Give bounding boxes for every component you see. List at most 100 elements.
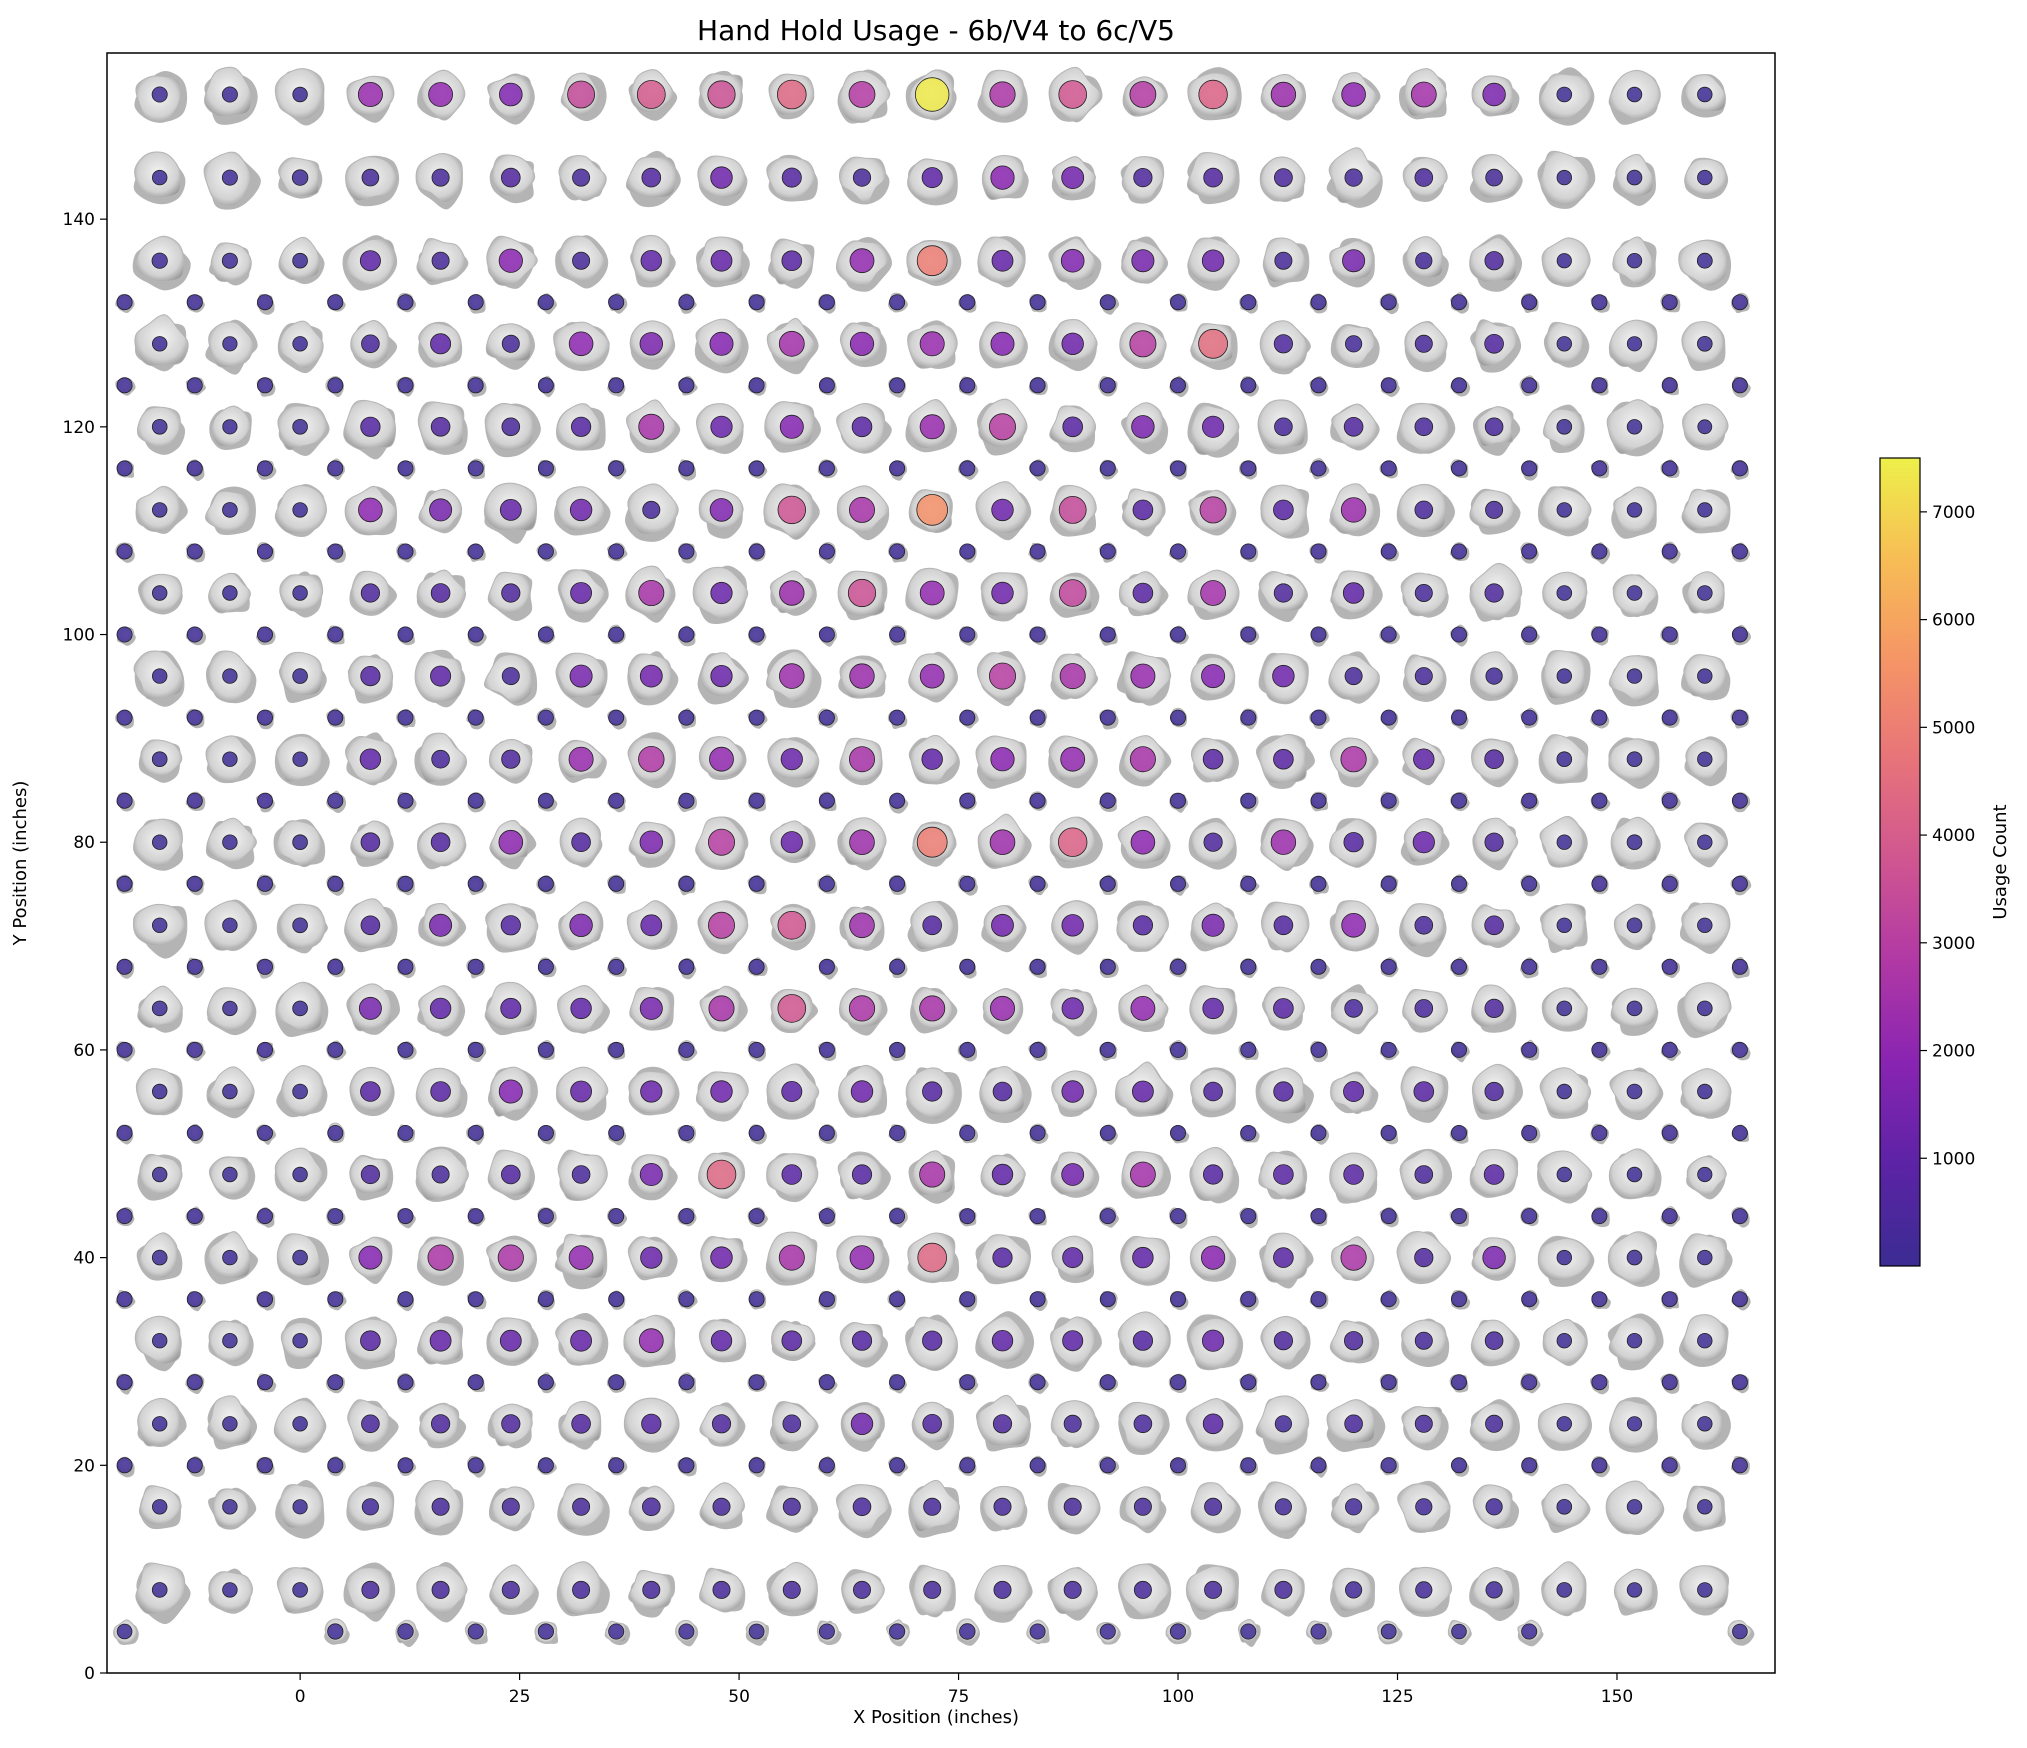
usage-point [1415, 252, 1433, 270]
usage-point [256, 1041, 273, 1058]
usage-point [501, 334, 520, 353]
usage-point [1521, 792, 1538, 809]
usage-point [359, 250, 381, 272]
usage-point [608, 1125, 625, 1142]
usage-point [1170, 792, 1187, 809]
usage-point [537, 709, 554, 726]
usage-point [608, 958, 625, 975]
usage-point [292, 668, 308, 684]
usage-point [1133, 1580, 1152, 1599]
usage-point [1697, 1582, 1713, 1598]
usage-point [959, 875, 976, 892]
usage-point [430, 1414, 451, 1434]
colorbar-tick-label: 5000 [1932, 718, 1975, 738]
usage-point [1240, 294, 1257, 311]
usage-point [1556, 834, 1573, 850]
usage-point [1521, 1291, 1538, 1308]
usage-point [397, 1291, 414, 1308]
usage-point [1341, 912, 1366, 938]
usage-point [1310, 1041, 1327, 1058]
usage-point [431, 251, 450, 270]
usage-point [1556, 1249, 1573, 1266]
usage-point [327, 1374, 344, 1391]
usage-point [1697, 1000, 1713, 1017]
usage-point [1240, 958, 1257, 975]
usage-point [1342, 249, 1366, 273]
usage-point [1661, 958, 1678, 975]
usage-point [1170, 1041, 1187, 1058]
usage-point [467, 460, 484, 477]
usage-point [222, 834, 238, 850]
usage-point [989, 413, 1017, 441]
usage-point [1521, 709, 1538, 726]
usage-point [1132, 915, 1154, 936]
usage-point [991, 913, 1014, 937]
usage-point [678, 958, 695, 975]
usage-point [1203, 1164, 1224, 1185]
usage-point [919, 995, 946, 1022]
usage-point [116, 377, 133, 394]
usage-point [1099, 958, 1116, 975]
usage-point [608, 1623, 625, 1640]
usage-point [499, 1329, 522, 1352]
usage-point [1451, 460, 1468, 477]
usage-point [1484, 333, 1504, 354]
usage-point [1731, 1125, 1748, 1142]
usage-point [222, 668, 238, 684]
usage-point [1062, 1330, 1084, 1352]
usage-point [151, 86, 168, 103]
usage-point [818, 1041, 835, 1058]
usage-point [292, 1083, 308, 1100]
usage-point [851, 1330, 873, 1351]
usage-point [849, 829, 875, 855]
usage-point [292, 585, 308, 601]
usage-point [710, 1246, 733, 1269]
usage-point [327, 1041, 344, 1058]
usage-point [292, 252, 308, 269]
usage-point [151, 917, 168, 934]
usage-point [608, 377, 625, 394]
usage-point [427, 1244, 454, 1271]
usage-point [608, 709, 625, 726]
usage-point [608, 792, 625, 809]
usage-point [222, 1582, 238, 1598]
usage-point [1661, 792, 1678, 809]
usage-point [748, 1208, 765, 1225]
y-tick-label: 120 [63, 418, 95, 438]
usage-point [990, 331, 1015, 356]
usage-point [1485, 1414, 1504, 1433]
usage-point [1484, 251, 1504, 271]
usage-point [1310, 294, 1327, 311]
usage-point [1057, 827, 1088, 857]
usage-point [1099, 1623, 1116, 1640]
usage-point [1485, 1581, 1503, 1599]
usage-point [1273, 1164, 1294, 1185]
usage-point [501, 417, 521, 437]
y-axis-ticks: 0 20 40 60 80 100 120 140 [63, 210, 107, 1684]
usage-point [889, 460, 906, 477]
usage-point [990, 995, 1016, 1021]
usage-point [256, 1374, 273, 1391]
usage-point [1170, 1291, 1187, 1308]
usage-point [818, 1208, 835, 1225]
usage-point [608, 1208, 625, 1225]
usage-point [256, 377, 273, 394]
colorbar-gradient [1879, 457, 1921, 1267]
usage-point [1063, 1580, 1082, 1599]
usage-point [498, 248, 523, 273]
colorbar-ticks: 1000 2000 3000 4000 5000 6000 7000 [1920, 503, 1975, 1169]
usage-point [151, 1166, 168, 1183]
usage-point [780, 831, 803, 854]
usage-point [116, 1457, 133, 1474]
usage-point [1451, 1041, 1468, 1058]
usage-point [959, 377, 976, 394]
usage-point [501, 749, 521, 769]
usage-point [572, 251, 591, 270]
usage-point [256, 1208, 273, 1225]
usage-point [428, 82, 454, 107]
usage-point [186, 1374, 203, 1391]
usage-point [1556, 668, 1573, 684]
usage-point [292, 336, 308, 352]
usage-point [916, 245, 948, 277]
usage-point [1731, 460, 1748, 477]
